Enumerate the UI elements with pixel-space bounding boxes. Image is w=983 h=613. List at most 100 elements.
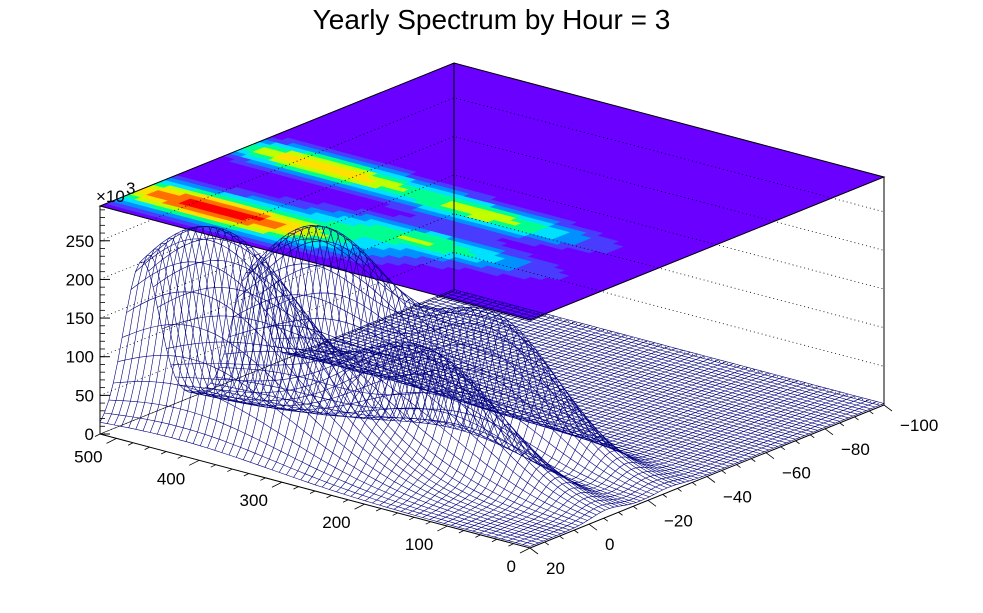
surface-line bbox=[149, 227, 505, 433]
surface-line bbox=[164, 225, 519, 437]
surface-line bbox=[114, 248, 469, 426]
x-tick bbox=[736, 464, 741, 468]
surface-line bbox=[336, 307, 691, 493]
y-tick bbox=[491, 538, 498, 543]
x-tick bbox=[824, 428, 834, 436]
surface-line bbox=[386, 339, 741, 508]
x-tick bbox=[810, 434, 815, 439]
surface-line bbox=[192, 233, 548, 444]
surface-line bbox=[135, 233, 490, 430]
surface-line bbox=[501, 395, 856, 540]
x-tick bbox=[647, 500, 657, 507]
y-tick-label: 0 bbox=[507, 557, 516, 576]
x-tick bbox=[603, 517, 608, 522]
y-tick bbox=[189, 459, 200, 466]
y-tick bbox=[210, 464, 216, 468]
surface-line bbox=[451, 382, 806, 526]
surface-line bbox=[121, 243, 476, 427]
x-tick bbox=[662, 494, 667, 498]
z-multiplier: ×10 bbox=[96, 187, 125, 206]
y-tick bbox=[326, 495, 332, 499]
surface-line bbox=[529, 403, 885, 547]
y-tick bbox=[227, 468, 233, 472]
x-tick bbox=[677, 488, 682, 492]
surface-line bbox=[357, 314, 713, 499]
surface-line bbox=[372, 325, 727, 504]
x-tick bbox=[780, 446, 785, 451]
y-tick bbox=[271, 481, 283, 488]
z-tick-label: 50 bbox=[75, 386, 94, 405]
surface-line bbox=[486, 391, 842, 536]
surface-line bbox=[365, 319, 720, 502]
z-tick-label: 100 bbox=[66, 348, 94, 367]
surface-line bbox=[243, 279, 598, 460]
y-tick bbox=[392, 512, 398, 516]
lego-surface bbox=[99, 225, 885, 547]
surface-line bbox=[408, 368, 763, 514]
x-tick bbox=[618, 511, 623, 516]
surface-line bbox=[250, 286, 605, 463]
y-tick bbox=[293, 486, 299, 490]
y-tick-label: 300 bbox=[240, 491, 268, 510]
x-tick bbox=[529, 547, 539, 555]
surface-line bbox=[106, 254, 462, 424]
surface-line bbox=[400, 358, 756, 512]
y-tick bbox=[260, 477, 266, 481]
color-projection-plane bbox=[99, 62, 885, 321]
y-tick bbox=[425, 521, 431, 525]
y-tick-label: 100 bbox=[405, 535, 433, 554]
x-tick bbox=[588, 523, 598, 531]
floor-back-edge bbox=[99, 290, 455, 435]
surface-line bbox=[508, 397, 863, 541]
y-tick bbox=[437, 525, 448, 532]
y-tick bbox=[508, 543, 514, 547]
surface-line bbox=[422, 374, 777, 518]
z-tick-label: 0 bbox=[85, 425, 94, 444]
z-exponent: 3 bbox=[126, 179, 135, 198]
x-tick bbox=[574, 529, 579, 534]
surface-line bbox=[379, 331, 734, 506]
surface-line bbox=[479, 389, 834, 534]
y-tick bbox=[375, 508, 382, 512]
x-tick bbox=[544, 541, 549, 546]
x-tick bbox=[721, 470, 726, 474]
x-tick bbox=[692, 482, 697, 486]
x-tick-label: 0 bbox=[605, 535, 614, 554]
surface-line bbox=[393, 348, 748, 510]
surface-line bbox=[128, 237, 483, 428]
surface-line bbox=[436, 378, 791, 522]
y-tick bbox=[458, 530, 465, 534]
y-tick bbox=[106, 438, 117, 444]
x-tick bbox=[765, 452, 775, 459]
x-tick-label: −80 bbox=[841, 440, 870, 459]
x-tick bbox=[795, 440, 800, 445]
z-tick-label: 250 bbox=[66, 232, 94, 251]
surface-line bbox=[350, 311, 705, 497]
y-tick-label: 500 bbox=[74, 447, 102, 466]
surface-line bbox=[429, 376, 784, 520]
y-tick bbox=[475, 534, 481, 538]
axes bbox=[94, 206, 893, 555]
y-tick-label: 200 bbox=[322, 513, 350, 532]
surface-line bbox=[178, 226, 533, 440]
surface-line bbox=[472, 388, 827, 532]
x-tick bbox=[751, 458, 756, 462]
x-tick bbox=[869, 410, 874, 415]
surface-line bbox=[257, 292, 612, 465]
x-tick-label: −60 bbox=[782, 464, 811, 483]
surface-line bbox=[264, 297, 619, 468]
y-tick-label: 400 bbox=[157, 469, 185, 488]
x-tick bbox=[633, 505, 638, 510]
x-tick bbox=[706, 476, 716, 483]
surface-line bbox=[522, 401, 877, 545]
y-tick bbox=[342, 499, 349, 503]
surface-line bbox=[329, 306, 684, 490]
surface-line bbox=[458, 384, 813, 528]
surface-line bbox=[235, 272, 591, 458]
y-tick bbox=[519, 547, 531, 554]
surface-line bbox=[171, 225, 526, 438]
surface-line bbox=[157, 226, 512, 435]
x-tick-label: −40 bbox=[723, 488, 752, 507]
